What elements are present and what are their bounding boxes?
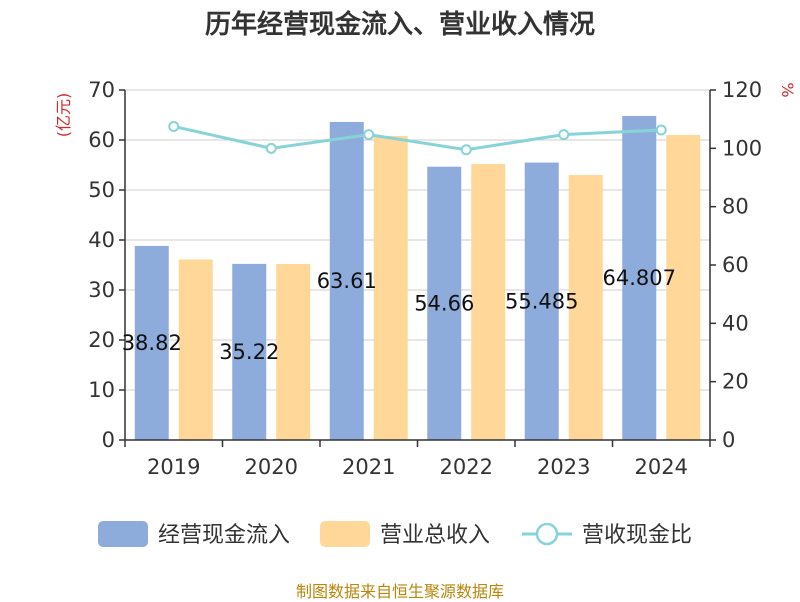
y-right-unit: % [778, 82, 797, 97]
y-left-tick-label: 40 [88, 228, 115, 252]
y-right-tick-label: 120 [722, 78, 762, 102]
y-right-tick-label: 0 [722, 428, 735, 452]
data-label-经营现金流入: 64.807 [603, 266, 676, 290]
legend-label-营收现金比: 营收现金比 [582, 523, 692, 548]
x-tick-label: 2020 [245, 455, 298, 479]
bar-营业总收入-2023 [568, 175, 603, 440]
legend-label-营业总收入: 营业总收入 [380, 523, 490, 548]
y-right-tick-label: 100 [722, 136, 762, 160]
data-label-经营现金流入: 55.485 [505, 289, 578, 313]
bar-营业总收入-2019 [178, 259, 213, 440]
line-series [168, 120, 667, 156]
point-营收现金比-2021 [363, 129, 375, 141]
data-label-经营现金流入: 38.82 [122, 331, 182, 355]
data-label-经营现金流入: 63.61 [317, 269, 377, 293]
legend-swatch-营业总收入 [320, 521, 370, 547]
bar-经营现金流入-2020 [232, 263, 267, 440]
bar-series [134, 115, 701, 440]
line-营收现金比 [173, 124, 662, 152]
point-营收现金比-2022 [460, 144, 472, 156]
x-tick-label: 2021 [342, 455, 395, 479]
x-tick-label: 2022 [440, 455, 493, 479]
legend-marker-营收现金比 [535, 522, 559, 546]
gridlines [125, 89, 710, 391]
bar-营业总收入-2020 [276, 264, 311, 440]
y-right-tick-label: 40 [722, 311, 749, 335]
y-left-tick-label: 50 [88, 178, 115, 202]
bar-营业总收入-2022 [471, 164, 506, 440]
x-tick-label: 2023 [537, 455, 590, 479]
y-left-tick-label: 10 [88, 378, 115, 402]
y-left-tick-label: 70 [88, 78, 115, 102]
bar-经营现金流入-2019 [134, 245, 169, 440]
y-right-tick-label: 60 [722, 253, 749, 277]
y-left-tick-label: 20 [88, 328, 115, 352]
legend-swatch-经营现金流入 [98, 521, 148, 547]
data-labels: 38.82 35.22 63.61 54.66 55.485 64.807 [122, 266, 676, 364]
bar-经营现金流入-2021 [329, 121, 364, 440]
point-营收现金比-2019 [168, 120, 180, 132]
y-left-unit: (亿元) [54, 93, 73, 138]
legend: 经营现金流入 营业总收入 营收现金比 [98, 521, 692, 548]
data-label-经营现金流入: 54.66 [414, 291, 474, 315]
y-left-tick-label: 0 [102, 428, 115, 452]
legend-label-经营现金流入: 经营现金流入 [158, 523, 290, 548]
chart-title: 历年经营现金流入、营业收入情况 [204, 10, 595, 40]
bar-经营现金流入-2022 [427, 166, 462, 440]
bar-营业总收入-2024 [666, 135, 701, 440]
y-right-tick-label: 80 [722, 195, 749, 219]
y-right-tick-label: 20 [722, 370, 749, 394]
x-tick-label: 2019 [147, 455, 200, 479]
y-left-tick-label: 30 [88, 278, 115, 302]
y-left-tick-label: 60 [88, 128, 115, 152]
source-note: 制图数据来自恒生聚源数据库 [295, 582, 504, 601]
axes: 0 10 20 30 40 50 60 70 0 20 40 60 80 100 120 2019 2020 20… [54, 78, 797, 479]
bar-经营现金流入-2024 [622, 115, 657, 440]
point-营收现金比-2024 [655, 124, 667, 136]
bar-营业总收入-2021 [373, 136, 408, 440]
point-营收现金比-2020 [265, 142, 277, 154]
point-营收现金比-2023 [558, 129, 570, 141]
data-label-经营现金流入: 35.22 [219, 340, 279, 364]
bar-经营现金流入-2023 [524, 162, 559, 440]
x-tick-label: 2024 [635, 455, 688, 479]
